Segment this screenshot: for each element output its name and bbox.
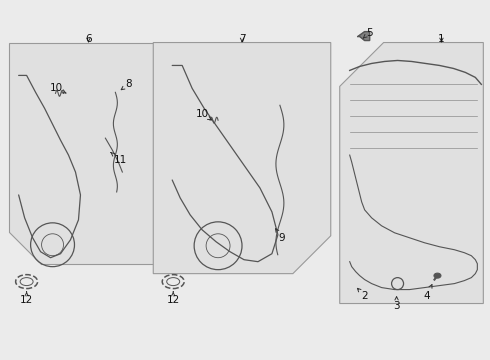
Text: 5: 5 — [363, 28, 373, 38]
Text: 11: 11 — [111, 153, 127, 165]
Text: 2: 2 — [357, 288, 368, 301]
Polygon shape — [358, 32, 369, 41]
Polygon shape — [153, 42, 331, 274]
Text: 10: 10 — [50, 84, 66, 93]
Ellipse shape — [434, 273, 441, 278]
Text: 1: 1 — [438, 33, 445, 44]
Text: 7: 7 — [239, 33, 245, 44]
Polygon shape — [340, 42, 483, 303]
Text: 8: 8 — [121, 79, 132, 90]
Polygon shape — [9, 42, 176, 264]
Text: 4: 4 — [423, 284, 432, 301]
Text: 9: 9 — [275, 229, 285, 243]
Text: 12: 12 — [20, 292, 33, 305]
Text: 6: 6 — [85, 33, 92, 44]
Text: 3: 3 — [393, 297, 400, 311]
Text: 10: 10 — [196, 109, 212, 120]
Text: 12: 12 — [167, 292, 180, 305]
